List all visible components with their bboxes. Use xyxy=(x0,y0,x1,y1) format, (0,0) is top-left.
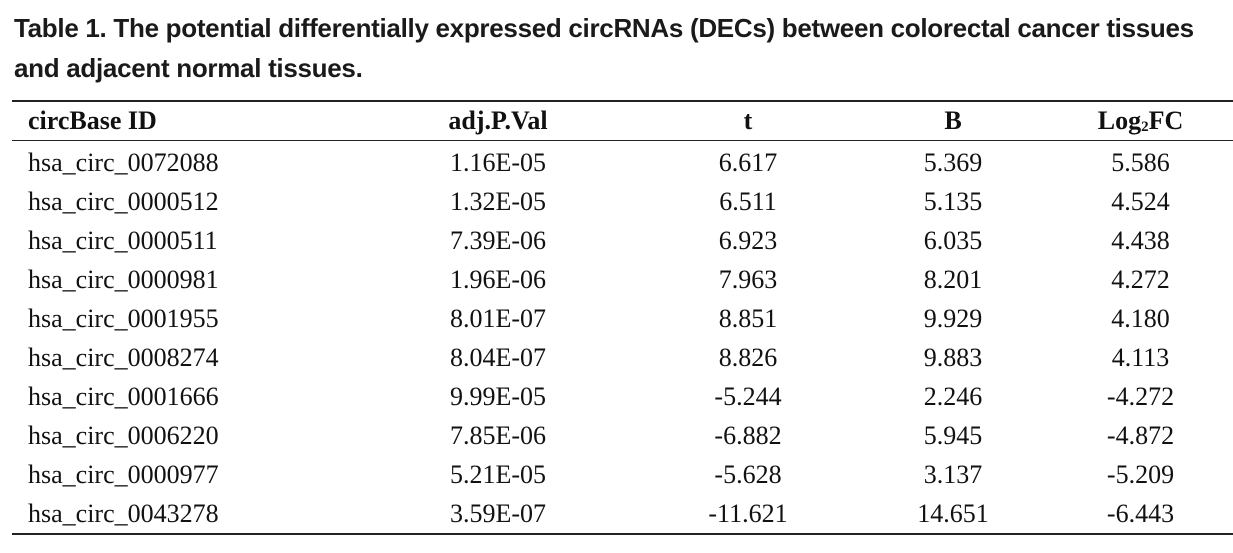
cell-b: 9.883 xyxy=(923,342,983,372)
cell-t: -5.628 xyxy=(714,459,782,489)
cell-adj-p-val: 8.01E-07 xyxy=(449,303,547,333)
cell-log2fc: 4.180 xyxy=(1111,303,1170,333)
cell-t: 6.923 xyxy=(718,225,778,255)
table-row: hsa_circ_0008274 8.04E-07 8.826 9.883 4.… xyxy=(12,338,1233,377)
table-header: circBase ID adj.P.Val t B Log2FC xyxy=(12,101,1233,141)
cell-t: 6.511 xyxy=(719,186,777,216)
header-t: t xyxy=(743,106,753,135)
cell-log2fc: 4.438 xyxy=(1111,225,1170,255)
cell-circbase-id: hsa_circ_0001666 xyxy=(28,381,219,411)
cell-adj-p-val: 1.96E-06 xyxy=(449,264,547,294)
header-circbase-id: circBase ID xyxy=(28,106,157,135)
cell-b: 5.135 xyxy=(923,186,983,216)
cell-log2fc: -4.272 xyxy=(1106,381,1175,411)
dec-table: circBase ID adj.P.Val t B Log2FC hsa_cir… xyxy=(12,100,1233,535)
header-log2fc-prefix: Log xyxy=(1097,106,1142,135)
cell-circbase-id: hsa_circ_0001955 xyxy=(28,303,219,333)
header-b: B xyxy=(944,106,962,135)
cell-adj-p-val: 9.99E-05 xyxy=(449,381,547,411)
cell-b: 6.035 xyxy=(923,225,983,255)
cell-t: 7.963 xyxy=(718,264,778,294)
table-row: hsa_circ_0001666 9.99E-05 -5.244 2.246 -… xyxy=(12,377,1233,416)
cell-log2fc: 5.586 xyxy=(1111,147,1170,177)
table-body: hsa_circ_0072088 1.16E-05 6.617 5.369 5.… xyxy=(12,141,1233,534)
table-caption: Table 1. The potential differentially ex… xyxy=(14,13,1194,83)
cell-log2fc: 4.272 xyxy=(1111,264,1170,294)
cell-adj-p-val: 1.32E-05 xyxy=(449,186,547,216)
cell-circbase-id: hsa_circ_0000977 xyxy=(28,459,219,489)
cell-t: 6.617 xyxy=(718,147,778,177)
cell-log2fc: 4.113 xyxy=(1111,342,1170,372)
cell-adj-p-val: 7.39E-06 xyxy=(449,225,547,255)
cell-log2fc: -5.209 xyxy=(1106,459,1175,489)
cell-log2fc: -4.872 xyxy=(1106,420,1175,450)
cell-adj-p-val: 7.85E-06 xyxy=(449,420,547,450)
cell-b: 2.246 xyxy=(923,381,983,411)
table-row: hsa_circ_0043278 3.59E-07 -11.621 14.651… xyxy=(12,494,1233,534)
table-row: hsa_circ_0006220 7.85E-06 -6.882 5.945 -… xyxy=(12,416,1233,455)
cell-circbase-id: hsa_circ_0043278 xyxy=(28,498,219,528)
cell-adj-p-val: 3.59E-07 xyxy=(449,498,547,528)
cell-t: -11.621 xyxy=(708,498,788,528)
cell-circbase-id: hsa_circ_0000511 xyxy=(28,225,218,255)
cell-b: 14.651 xyxy=(917,498,989,528)
cell-circbase-id: hsa_circ_0000981 xyxy=(28,264,219,294)
cell-circbase-id: hsa_circ_0072088 xyxy=(28,147,219,177)
cell-b: 8.201 xyxy=(923,264,983,294)
table-row: hsa_circ_0072088 1.16E-05 6.617 5.369 5.… xyxy=(12,141,1233,183)
header-log2fc-subscript: 2 xyxy=(1141,119,1149,135)
cell-circbase-id: hsa_circ_0000512 xyxy=(28,186,219,216)
cell-circbase-id: hsa_circ_0008274 xyxy=(28,342,219,372)
cell-log2fc: -6.443 xyxy=(1106,498,1175,528)
header-row: circBase ID adj.P.Val t B Log2FC xyxy=(12,101,1233,141)
cell-t: 8.851 xyxy=(718,303,778,333)
cell-b: 5.369 xyxy=(923,147,983,177)
header-log2fc-suffix: FC xyxy=(1148,106,1184,135)
cell-t: 8.826 xyxy=(718,342,778,372)
cell-b: 5.945 xyxy=(923,420,983,450)
table-row: hsa_circ_0000511 7.39E-06 6.923 6.035 4.… xyxy=(12,221,1233,260)
table-row: hsa_circ_0000981 1.96E-06 7.963 8.201 4.… xyxy=(12,260,1233,299)
cell-t: -5.244 xyxy=(714,381,782,411)
cell-b: 3.137 xyxy=(923,459,983,489)
header-log2fc: Log2FC xyxy=(1048,101,1233,141)
table-row: hsa_circ_0000512 1.32E-05 6.511 5.135 4.… xyxy=(12,182,1233,221)
cell-adj-p-val: 8.04E-07 xyxy=(449,342,547,372)
header-adj-p-val: adj.P.Val xyxy=(448,106,548,135)
cell-adj-p-val: 5.21E-05 xyxy=(449,459,547,489)
cell-adj-p-val: 1.16E-05 xyxy=(449,147,547,177)
cell-b: 9.929 xyxy=(923,303,983,333)
cell-log2fc: 4.524 xyxy=(1111,186,1170,216)
cell-t: -6.882 xyxy=(714,420,782,450)
table-row: hsa_circ_0000977 5.21E-05 -5.628 3.137 -… xyxy=(12,455,1233,494)
cell-circbase-id: hsa_circ_0006220 xyxy=(28,420,219,450)
table-row: hsa_circ_0001955 8.01E-07 8.851 9.929 4.… xyxy=(12,299,1233,338)
